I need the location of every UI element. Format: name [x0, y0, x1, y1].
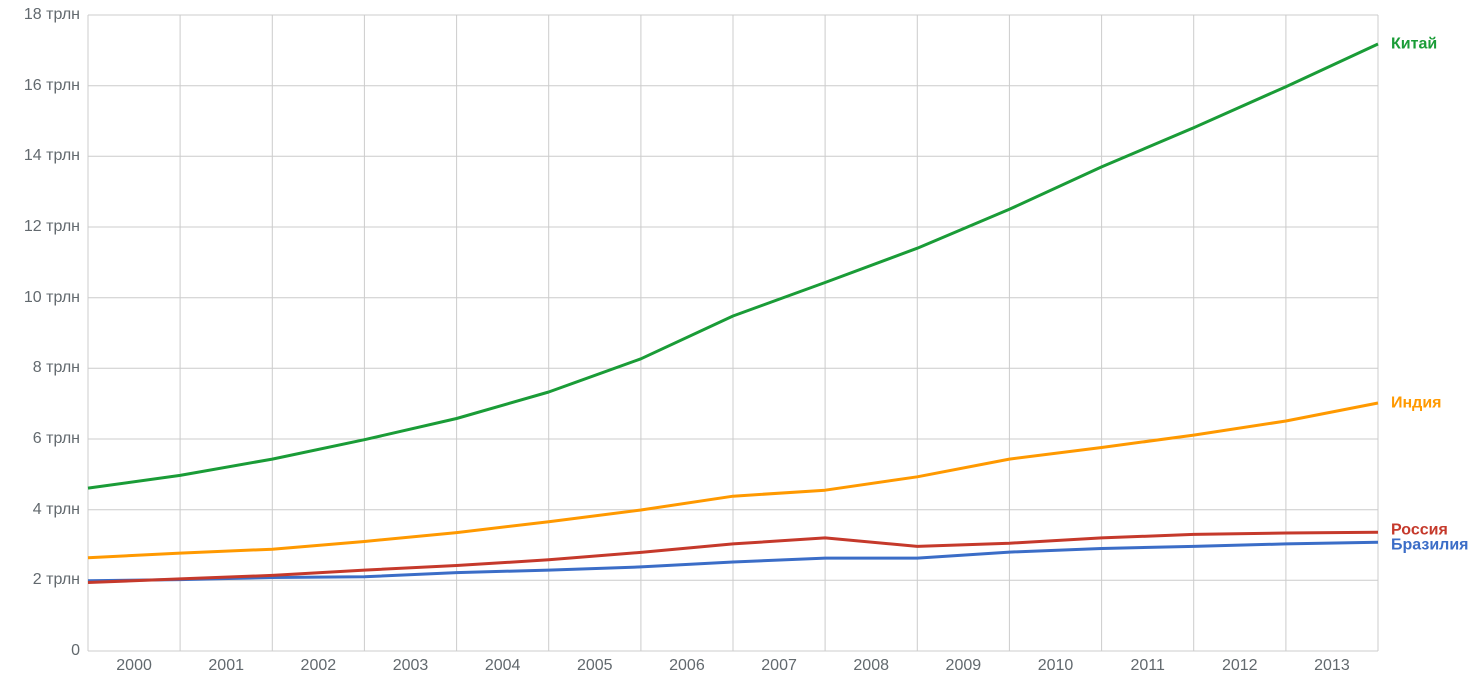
x-axis-label: 2013	[1314, 657, 1350, 674]
y-axis-label: 2 трлн	[32, 571, 80, 589]
y-axis-label: 14 трлн	[23, 147, 80, 165]
series-label-india: Индия	[1391, 394, 1442, 412]
series-label-brazil: Бразилия	[1391, 536, 1469, 554]
y-axis-label: 4 трлн	[32, 500, 80, 518]
x-axis-label: 2003	[392, 657, 429, 674]
x-axis-label: 2011	[1130, 657, 1165, 674]
y-axis-label: 12 трлн	[23, 218, 80, 235]
x-axis-label: 2005	[576, 657, 613, 674]
series-line-china	[87, 42, 1379, 490]
x-axis-label: 2004	[484, 657, 521, 674]
x-axis-label: 2010	[1037, 657, 1074, 674]
y-axis-label: 6 трлн	[32, 430, 80, 447]
x-axis-label: 2002	[300, 657, 337, 674]
y-axis-label: 18 трлн	[23, 6, 80, 23]
y-axis-label: 8 трлн	[32, 359, 80, 377]
series-line-india	[87, 401, 1379, 560]
y-axis-label: 0	[71, 642, 80, 659]
series-label-china: Китай	[1391, 35, 1438, 53]
x-axis-label: 2001	[208, 657, 244, 674]
series-label-russia: Россия	[1391, 521, 1448, 539]
x-axis-label: 2006	[669, 657, 705, 674]
x-axis-label: 2008	[853, 657, 889, 674]
x-axis-label: 2007	[761, 657, 797, 674]
x-axis-label: 2000	[116, 657, 152, 674]
series-line-brazil	[87, 540, 1379, 583]
y-axis-label: 10 трлн	[23, 288, 80, 306]
y-axis-label: 16 трлн	[23, 76, 80, 94]
series-line-russia	[87, 530, 1379, 584]
x-axis-label: 2009	[945, 657, 982, 674]
x-axis-label: 2012	[1221, 657, 1258, 674]
